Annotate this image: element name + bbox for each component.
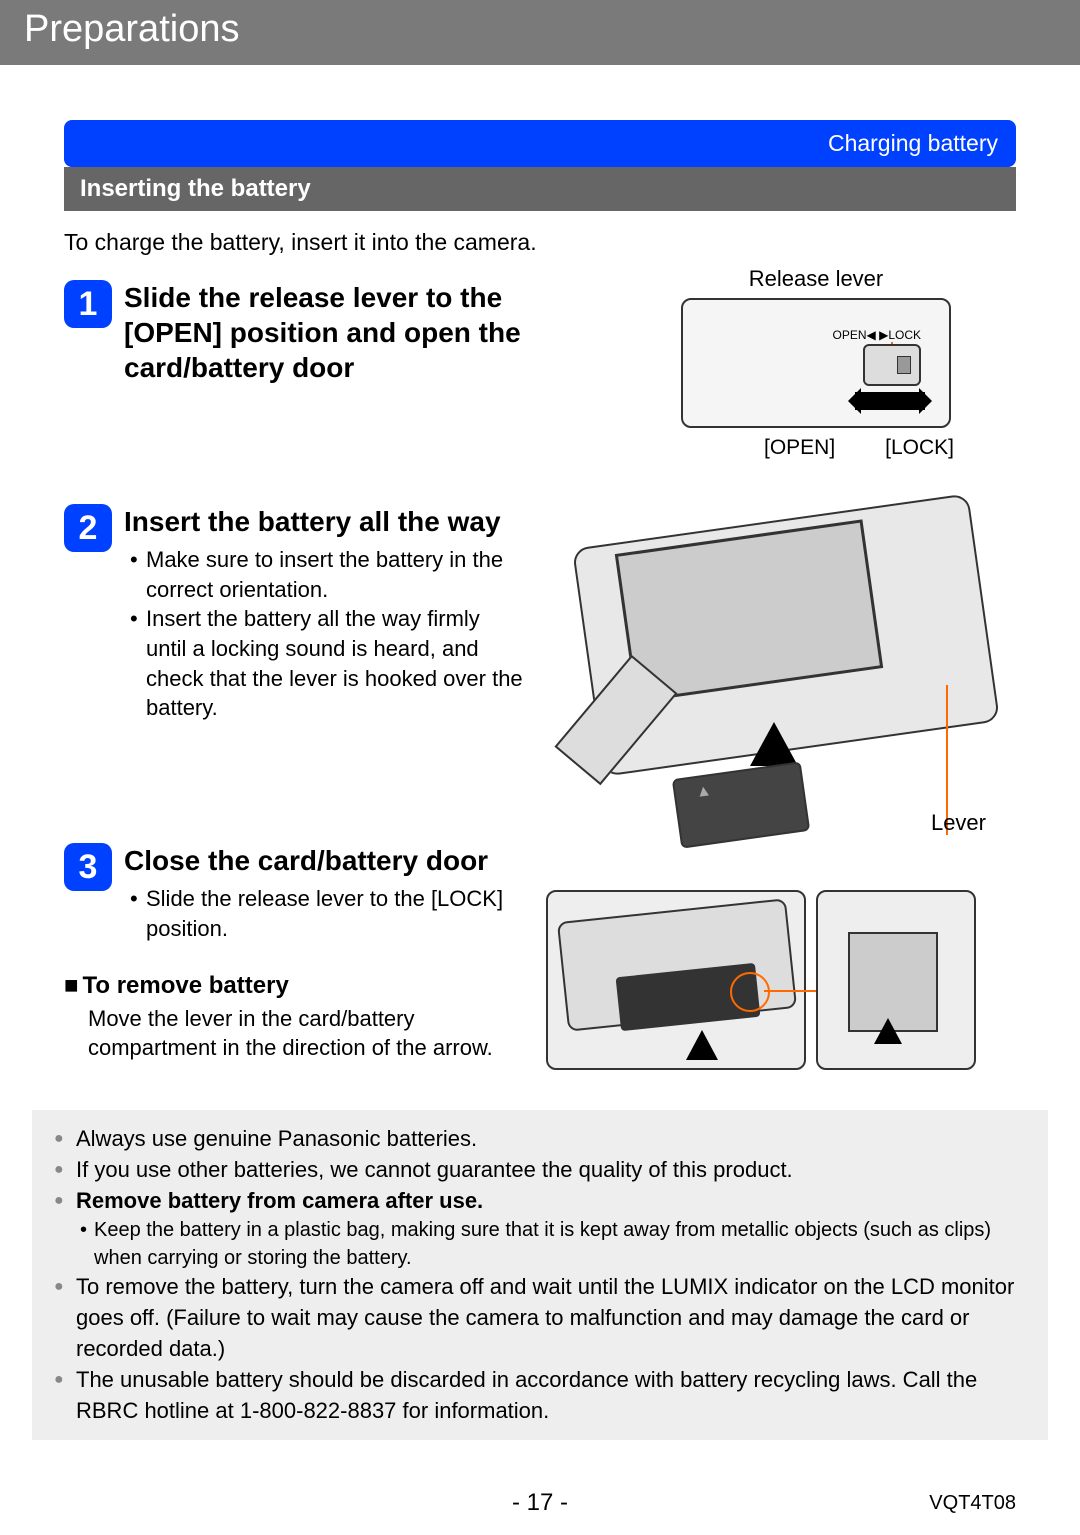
lever-label: Lever — [931, 810, 986, 836]
arrow-up-icon — [874, 1004, 902, 1044]
step-number: 2 — [64, 504, 112, 552]
subsection-bar: Inserting the battery — [64, 167, 1016, 211]
note-item: To remove the battery, turn the camera o… — [54, 1272, 1026, 1364]
lever-slot-icon — [897, 356, 911, 374]
figure-frame — [546, 890, 806, 1070]
battery-icon — [672, 761, 810, 848]
double-arrow-icon — [855, 392, 925, 410]
zoom-inset — [816, 890, 976, 1070]
step-1: 1 Slide the release lever to the [OPEN] … — [64, 280, 596, 385]
document-id: VQT4T08 — [929, 1492, 1016, 1515]
intro-text: To charge the battery, insert it into th… — [64, 229, 1016, 256]
section-header: Preparations — [0, 0, 1080, 65]
note-item: Always use genuine Panasonic batteries. — [54, 1124, 1026, 1155]
lever-switch-icon — [863, 344, 921, 386]
step-bullet: Make sure to insert the battery in the c… — [130, 545, 526, 604]
switch-text: OPEN◀ ▶LOCK — [833, 328, 921, 342]
lock-label: [LOCK] — [885, 436, 954, 460]
figure-insert-battery: Lever — [546, 510, 1006, 870]
open-label: [OPEN] — [764, 436, 835, 460]
figure-label: Release lever — [616, 266, 1016, 292]
figure-release-lever: OPEN◀ ▶LOCK — [681, 298, 951, 428]
page-number: - 17 - — [0, 1489, 1080, 1517]
arrow-up-icon — [686, 1014, 718, 1060]
step-title: Slide the release lever to the [OPEN] po… — [124, 280, 596, 385]
note-item: If you use other batteries, we cannot gu… — [54, 1155, 1026, 1186]
remove-battery-text: Move the lever in the card/battery compa… — [88, 1004, 526, 1063]
step-2: 2 Insert the battery all the way Make su… — [64, 504, 526, 723]
note-subitem: Keep the battery in a plastic bag, makin… — [54, 1216, 1026, 1272]
step-title: Insert the battery all the way — [124, 504, 526, 539]
step-title: Close the card/battery door — [124, 843, 526, 878]
highlight-circle-icon — [730, 972, 770, 1012]
step-bullet: Insert the battery all the way firmly un… — [130, 604, 526, 723]
arrow-up-icon — [750, 698, 798, 766]
notes-box: Always use genuine Panasonic batteries. … — [32, 1110, 1048, 1440]
figure-remove-battery — [546, 890, 976, 1080]
step-3: 3 Close the card/battery door Slide the … — [64, 843, 526, 943]
step-number: 1 — [64, 280, 112, 328]
note-item: The unusable battery should be discarded… — [54, 1365, 1026, 1427]
note-item: Remove battery from camera after use. — [54, 1186, 1026, 1217]
remove-battery-heading: To remove battery — [64, 972, 526, 1000]
pointer-line-icon — [764, 990, 818, 992]
step-bullet: Slide the release lever to the [LOCK] po… — [130, 884, 526, 943]
category-bar: Charging battery — [64, 120, 1016, 167]
step-number: 3 — [64, 843, 112, 891]
